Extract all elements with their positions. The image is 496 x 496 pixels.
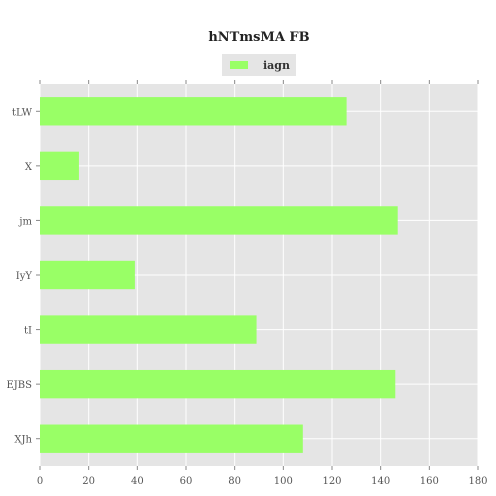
x-tick-label: 60 [180,476,193,487]
y-tick-label: tI [24,326,32,337]
x-axis-ticks: 0 20 40 60 80 100 120 140 160 180 [37,80,488,487]
bar-IyY [40,260,135,290]
bars [40,97,398,453]
bar-XJh [40,424,303,453]
chart-title: hNTmsMA FB [208,30,309,45]
x-tick-label: 80 [228,476,241,487]
x-tick-label: 180 [468,476,487,487]
bar-X [40,151,79,181]
legend-swatch [230,61,248,69]
bar-EJBS [40,369,396,399]
x-tick-label: 120 [322,476,341,487]
legend-label: iagn [263,59,290,72]
x-tick-label: 40 [131,476,144,487]
legend: iagn [222,54,296,76]
bar-tI [40,315,257,344]
y-tick-label: jm [18,216,32,227]
y-tick-label: tLW [12,107,33,118]
y-axis-ticks: tLW Xjm IyY tI EJBS XJh [6,107,40,446]
bar-tLW [40,97,347,126]
bar-jm [40,206,398,235]
legend-box [222,54,296,76]
y-tick-label: IyY [16,271,33,282]
y-tick-label: XJh [14,435,32,446]
x-tick-label: 20 [82,476,95,487]
x-tick-label: 160 [420,476,439,487]
x-tick-label: 0 [37,476,43,487]
y-tick-label: EJBS [6,380,32,391]
y-tick-label: X [25,162,33,173]
x-tick-label: 140 [371,476,390,487]
x-tick-label: 100 [274,476,293,487]
